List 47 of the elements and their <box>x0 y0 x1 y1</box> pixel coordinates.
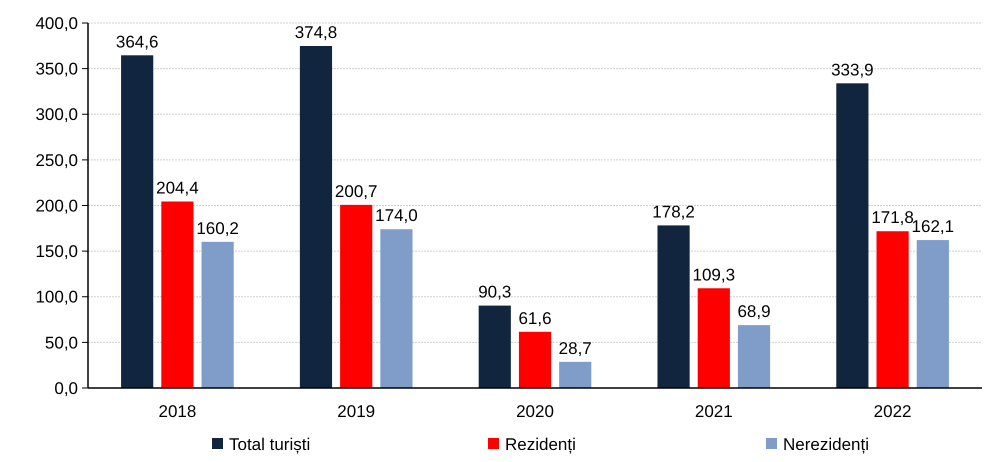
y-tick-label: 100,0 <box>35 288 78 307</box>
bar <box>836 83 868 388</box>
data-label: 204,4 <box>156 178 199 198</box>
bar <box>916 240 949 388</box>
x-tick-label: 2020 <box>516 402 554 421</box>
x-tick-label: 2019 <box>337 402 376 421</box>
y-tick-label: 300,0 <box>35 105 78 124</box>
data-label: 61,6 <box>518 308 552 328</box>
x-tick-label: 2018 <box>158 402 196 421</box>
data-label: 68,9 <box>737 302 771 322</box>
bar <box>380 229 413 388</box>
y-tick-label: 350,0 <box>35 60 78 79</box>
bar <box>698 288 730 388</box>
y-tick-label: 50,0 <box>44 333 78 352</box>
bar <box>657 225 690 388</box>
data-label: 333,9 <box>831 60 874 80</box>
y-tick-label: 0,0 <box>54 378 78 398</box>
data-label: 200,7 <box>334 182 378 201</box>
bar <box>340 204 372 388</box>
bar <box>518 332 552 388</box>
bar <box>876 231 909 388</box>
bar <box>202 242 234 388</box>
x-tick-label: 2022 <box>874 402 912 421</box>
y-tick-label: 150,0 <box>35 242 78 262</box>
y-tick-label: 400,0 <box>35 14 78 33</box>
bar <box>161 201 194 388</box>
data-label: 174,0 <box>375 206 418 226</box>
legend-label: Total turiști <box>229 435 310 454</box>
bar <box>738 325 770 388</box>
legend-label: Rezidenți <box>505 435 576 454</box>
data-label: 160,2 <box>196 218 239 238</box>
data-label: 374,8 <box>294 22 338 42</box>
bar <box>559 362 592 388</box>
data-label: 162,1 <box>912 217 954 236</box>
data-label: 178,2 <box>652 202 695 222</box>
y-tick-label: 200,0 <box>35 196 78 216</box>
data-label: 28,7 <box>558 338 592 358</box>
legend-label: Nerezidenți <box>783 435 869 454</box>
data-label: 171,8 <box>871 208 914 228</box>
data-label: 364,6 <box>116 32 158 52</box>
data-label: 90,3 <box>478 282 512 302</box>
y-tick-label: 250,0 <box>35 150 78 170</box>
bar <box>478 306 511 388</box>
bar <box>300 46 332 388</box>
bar <box>121 55 154 388</box>
data-label: 109,3 <box>692 265 736 284</box>
x-tick-label: 2021 <box>694 402 733 421</box>
